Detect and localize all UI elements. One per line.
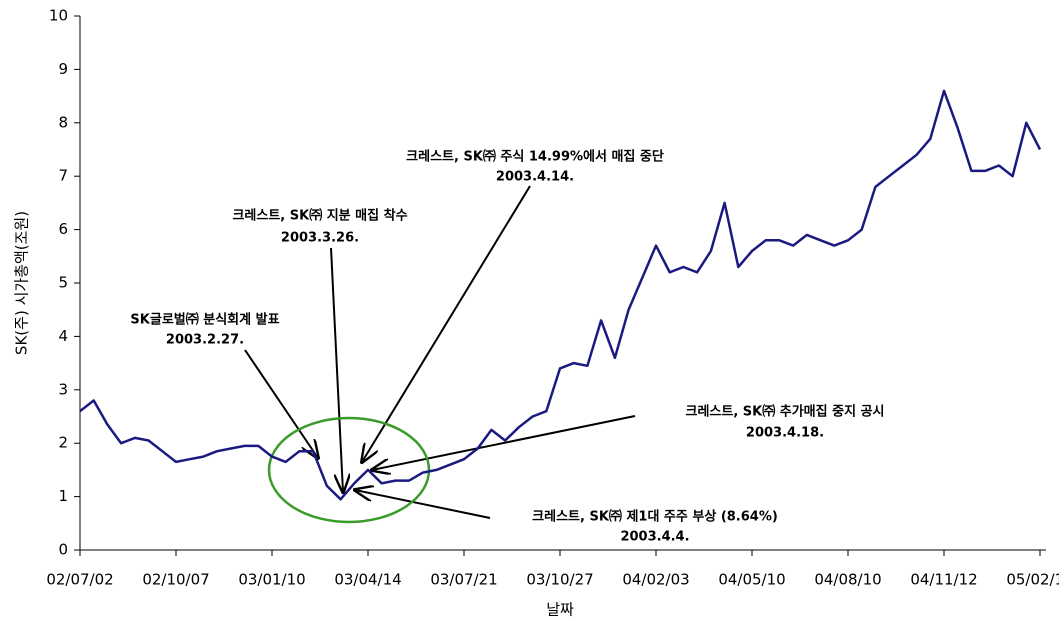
x-tick-label: 03/10/27 [526, 571, 593, 589]
x-tick-label: 04/02/03 [622, 571, 689, 589]
annotation-text: SK글로벌㈜ 분식회계 발표 [130, 312, 279, 328]
x-tick-label: 02/07/02 [46, 571, 113, 589]
x-tick-label: 04/05/10 [718, 571, 785, 589]
x-tick-label: 04/11/12 [910, 571, 977, 589]
annotation-text: 크레스트, SK㈜ 제1대 주주 부상 (8.64%) [532, 509, 778, 525]
x-tick-label: 03/04/14 [334, 571, 401, 589]
y-tick-label: 0 [58, 541, 68, 559]
arrow [372, 415, 636, 470]
annotation-text: 크레스트, SK㈜ 추가매집 중지 공시 [686, 404, 885, 420]
annotation-date: 2003.2.27. [166, 333, 244, 348]
y-tick-label: 8 [58, 113, 68, 131]
x-tick-label: 02/10/07 [142, 571, 209, 589]
y-tick-label: 5 [58, 274, 68, 292]
x-tick-label: 03/07/21 [430, 571, 497, 589]
y-tick-label: 3 [58, 380, 68, 398]
arrow [244, 349, 318, 458]
y-tick-label: 2 [58, 434, 68, 452]
y-tick-label: 7 [58, 167, 68, 185]
x-tick-label: 03/01/10 [238, 571, 305, 589]
arrow [330, 247, 343, 492]
y-tick-label: 1 [58, 487, 68, 505]
y-axis-label: SK(주) 시가총액(조원) [13, 211, 31, 355]
annotation-date: 2003.4.18. [746, 426, 824, 441]
y-tick-label: 10 [49, 7, 68, 25]
data-line [79, 89, 1042, 501]
y-tick-label: 6 [58, 220, 68, 238]
annotation-text: 크레스트, SK㈜ 지분 매집 착수 [232, 208, 407, 224]
annotation-arrows [244, 185, 636, 519]
highlight-ellipse [267, 416, 431, 524]
annotation-date: 2003.4.4. [620, 530, 689, 545]
y-tick-label: 9 [58, 60, 68, 78]
annotation-text: 크레스트, SK㈜ 주식 14.99%에서 매집 중단 [406, 149, 664, 165]
x-tick-label: 05/02/17 [1006, 571, 1059, 589]
annotation-date: 2003.4.14. [496, 170, 574, 185]
y-tick-label: 4 [58, 327, 68, 345]
arrow [355, 490, 491, 519]
annotations: SK글로벌㈜ 분식회계 발표 2003.2.27. 크레스트, SK㈜ 지분 매… [130, 149, 884, 545]
x-axis-label: 날짜 [546, 601, 574, 619]
annotation-date: 2003.3.26. [281, 231, 359, 246]
arrow [362, 185, 531, 462]
x-tick-label: 04/08/10 [814, 571, 881, 589]
